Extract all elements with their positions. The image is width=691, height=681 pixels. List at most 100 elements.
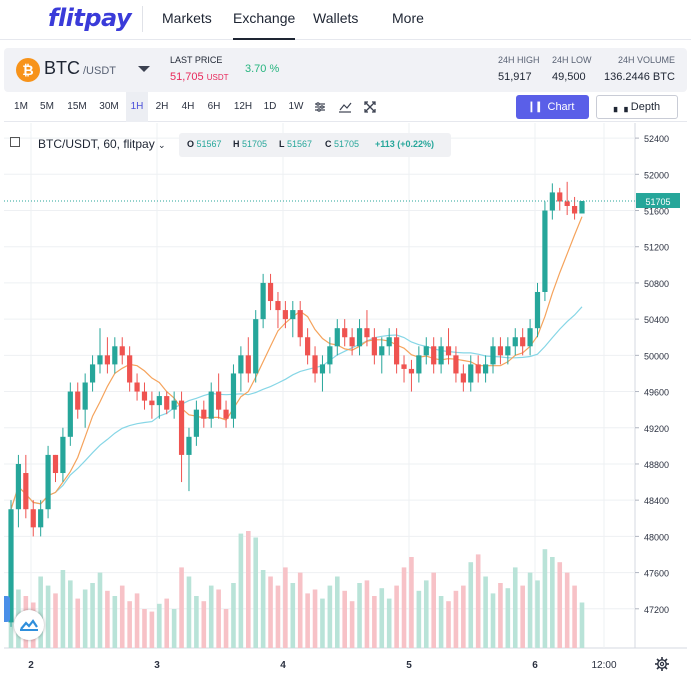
candle-body bbox=[475, 364, 481, 374]
settings-gear-icon[interactable] bbox=[654, 656, 670, 672]
chart-toolbar: 1M 5M 15M 30M 1H 2H 4H 6H 12H 1D 1W ▎▍ C… bbox=[4, 92, 687, 122]
volume-bar bbox=[38, 576, 43, 648]
candle-body bbox=[23, 473, 29, 510]
side-panel-tab[interactable] bbox=[4, 596, 10, 622]
candle-body bbox=[223, 409, 229, 419]
timeframe-1m[interactable]: 1M bbox=[14, 101, 28, 112]
y-tick-label: 51600 bbox=[644, 207, 669, 217]
volume-bar bbox=[8, 609, 14, 648]
candle-body bbox=[282, 310, 288, 320]
timeframe-6h[interactable]: 6H bbox=[207, 101, 221, 112]
collapse-legend-icon[interactable] bbox=[10, 137, 20, 147]
candle-body bbox=[297, 310, 303, 338]
candle-body bbox=[97, 355, 103, 365]
chart-bars-icon: ▎▍ bbox=[530, 102, 545, 112]
timeframe-1d[interactable]: 1D bbox=[263, 101, 277, 112]
y-tick-label: 49600 bbox=[644, 388, 669, 398]
volume-bar bbox=[45, 585, 51, 648]
moving-average-fast-line bbox=[10, 216, 583, 510]
nav-item-wallets[interactable]: Wallets bbox=[313, 10, 359, 26]
nav-item-markets[interactable]: Markets bbox=[162, 10, 212, 26]
candle-body bbox=[305, 337, 311, 356]
timeframe-12h[interactable]: 12H bbox=[233, 101, 253, 112]
volume-bar bbox=[498, 583, 503, 648]
high-value: 51,917 bbox=[498, 71, 532, 83]
pair-base[interactable]: BTC bbox=[44, 58, 80, 78]
candle-body bbox=[141, 391, 148, 401]
candle-body bbox=[319, 364, 326, 374]
candle-body bbox=[178, 400, 185, 455]
nav-divider bbox=[142, 6, 143, 32]
ohlc-change: +113 (+0.22%) bbox=[375, 139, 435, 149]
volume-bar bbox=[364, 580, 370, 648]
legend-title-dropdown[interactable]: BTC/USDT, 60, flitpay ⌄ bbox=[38, 137, 166, 151]
line-chart-icon[interactable] bbox=[338, 100, 352, 114]
volume-bar bbox=[409, 557, 414, 648]
tradingview-logo-badge[interactable] bbox=[14, 610, 44, 640]
volume-bar bbox=[312, 589, 318, 648]
volume-bar bbox=[520, 585, 525, 648]
ticker-bar: ₿ BTC /USDT LAST PRICE 51,705 USDT 3.70 … bbox=[4, 48, 687, 92]
candle-body bbox=[334, 328, 340, 347]
caret-down-icon[interactable] bbox=[138, 66, 150, 72]
timeframe-30m[interactable]: 30M bbox=[99, 101, 119, 112]
volume-bar bbox=[468, 562, 474, 648]
candle-body bbox=[460, 373, 466, 383]
volume-bar bbox=[216, 589, 221, 648]
fullscreen-icon[interactable] bbox=[363, 100, 377, 114]
price-chart[interactable]: 52400 52000 51600 51200 50800 50400 50000 49600… bbox=[4, 123, 687, 676]
candle-body bbox=[482, 364, 489, 374]
depth-view-button[interactable]: ▖▗ Depth bbox=[596, 95, 678, 119]
volume-bar bbox=[149, 611, 155, 648]
timeframe-1h[interactable]: 1H bbox=[126, 92, 148, 122]
timeframe-15m[interactable]: 15M bbox=[67, 101, 87, 112]
candle-body bbox=[38, 509, 44, 528]
ohlc-close: C 51705 bbox=[325, 139, 360, 149]
volume-label: 24H VOLUME bbox=[618, 55, 676, 65]
candle-body bbox=[260, 282, 266, 320]
candle-body bbox=[512, 337, 518, 347]
volume-bar bbox=[275, 585, 281, 648]
pair-quote[interactable]: /USDT bbox=[83, 65, 116, 77]
indicators-icon[interactable] bbox=[313, 100, 327, 114]
candle-body bbox=[364, 328, 370, 338]
volume-bar bbox=[112, 596, 118, 648]
volume-bar bbox=[268, 576, 273, 648]
chart-view-button[interactable]: ▎▍ Chart bbox=[516, 95, 589, 119]
volume-bar bbox=[253, 537, 259, 648]
candle-body bbox=[356, 328, 363, 347]
y-tick-label: 49200 bbox=[644, 424, 669, 434]
ohlc-readout: O 51567 H 51705 L 51567 C 51705 +113 (+0… bbox=[179, 133, 451, 157]
volume-bar bbox=[297, 572, 303, 648]
bitcoin-icon: ₿ bbox=[16, 58, 40, 82]
candle-body bbox=[201, 409, 207, 419]
volume-bar bbox=[283, 567, 288, 648]
top-nav: flitpay Markets Exchange Wallets More bbox=[0, 0, 691, 40]
flitpay-logo[interactable]: flitpay bbox=[48, 4, 132, 32]
candle-body bbox=[45, 454, 51, 510]
volume-bar bbox=[164, 598, 170, 648]
nav-item-exchange[interactable]: Exchange bbox=[233, 10, 296, 40]
volume-bar bbox=[512, 567, 518, 648]
candle-body bbox=[497, 346, 504, 356]
candle-body bbox=[349, 337, 355, 347]
candle-body bbox=[275, 301, 281, 311]
volume-bar bbox=[320, 598, 325, 648]
candlestick-chart-svg[interactable]: 52400 52000 51600 51200 50800 50400 50000 49600… bbox=[4, 123, 687, 676]
timeframe-5m[interactable]: 5M bbox=[40, 101, 54, 112]
volume-bar bbox=[68, 580, 73, 648]
volume-bar bbox=[453, 590, 459, 648]
volume-bar bbox=[446, 601, 451, 648]
candle-body bbox=[104, 355, 111, 365]
nav-item-more[interactable]: More bbox=[392, 10, 424, 26]
candle-body bbox=[8, 509, 14, 623]
candle-body bbox=[342, 328, 348, 338]
current-price-label: 51705 bbox=[645, 197, 670, 207]
timeframe-2h[interactable]: 2H bbox=[155, 101, 169, 112]
timeframe-1w[interactable]: 1W bbox=[288, 101, 304, 112]
candle-body bbox=[423, 346, 429, 356]
candle-body bbox=[571, 205, 578, 214]
low-label: 24H LOW bbox=[552, 55, 592, 65]
x-tick-label: 3 bbox=[154, 660, 160, 671]
timeframe-4h[interactable]: 4H bbox=[181, 101, 195, 112]
